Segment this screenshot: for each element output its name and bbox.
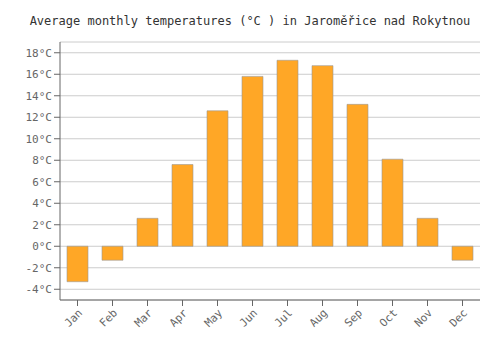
svg-text:4°C: 4°C — [32, 197, 52, 210]
svg-text:Mar: Mar — [132, 306, 156, 330]
svg-text:10°C: 10°C — [26, 133, 53, 146]
svg-text:Oct: Oct — [377, 306, 400, 329]
svg-text:Jan: Jan — [62, 306, 85, 329]
svg-text:14°C: 14°C — [26, 90, 53, 103]
svg-text:8°C: 8°C — [32, 154, 52, 167]
svg-text:12°C: 12°C — [26, 111, 53, 124]
svg-text:Aug: Aug — [307, 306, 330, 329]
svg-text:Sep: Sep — [342, 306, 365, 329]
svg-text:6°C: 6°C — [32, 176, 52, 189]
svg-text:Jun: Jun — [237, 306, 260, 329]
svg-text:-4°C: -4°C — [26, 283, 53, 296]
svg-text:0°C: 0°C — [32, 240, 52, 253]
svg-text:Apr: Apr — [167, 306, 191, 330]
svg-text:Jul: Jul — [272, 306, 295, 329]
svg-text:2°C: 2°C — [32, 219, 52, 232]
svg-text:Dec: Dec — [447, 306, 470, 329]
svg-text:May: May — [202, 306, 226, 330]
svg-text:Feb: Feb — [97, 306, 120, 329]
html-text:Average monthly temperatures (: Average monthly temperatures (°C ) in Ja… — [29, 14, 471, 28]
svg-text:16°C: 16°C — [26, 68, 53, 81]
svg-text:18°C: 18°C — [26, 47, 53, 60]
svg-text:Nov: Nov — [412, 306, 436, 330]
svg-text:-2°C: -2°C — [26, 262, 53, 275]
